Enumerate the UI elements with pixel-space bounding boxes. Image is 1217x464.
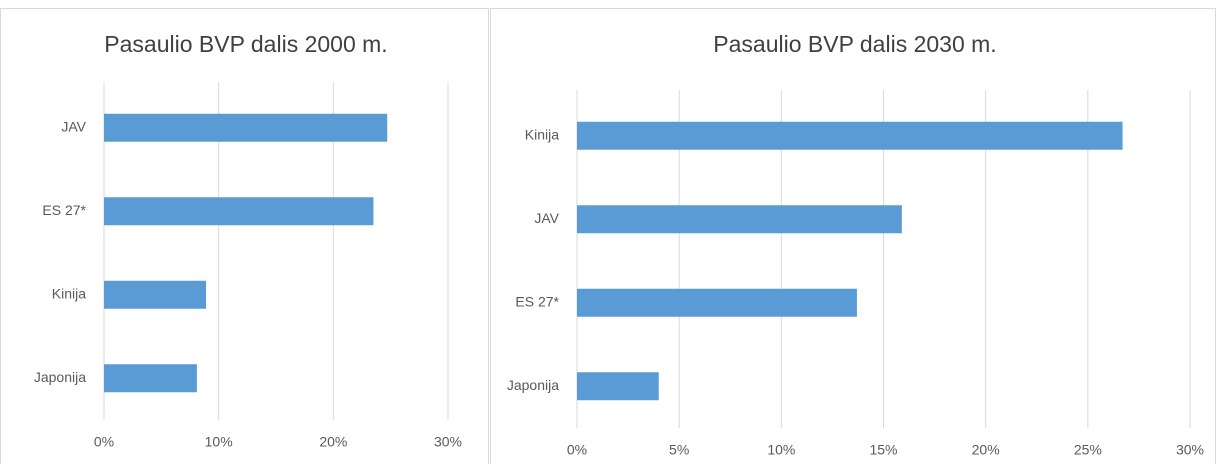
bar xyxy=(577,372,659,401)
category-label: Japonija xyxy=(34,369,86,385)
category-label: JAV xyxy=(534,210,559,226)
category-label: Kinija xyxy=(525,126,559,142)
category-label: Japonija xyxy=(507,377,559,393)
x-tick-label: 30% xyxy=(434,434,462,450)
x-tick-label: 0% xyxy=(94,434,114,450)
x-tick-label: 25% xyxy=(1074,442,1102,458)
x-tick-label: 10% xyxy=(205,434,233,450)
x-tick-label: 0% xyxy=(567,442,587,458)
bar xyxy=(577,288,857,317)
bar xyxy=(577,205,902,234)
x-tick-label: 15% xyxy=(869,442,897,458)
bar xyxy=(104,197,374,226)
category-label: ES 27* xyxy=(515,293,559,309)
panel-left xyxy=(0,8,489,464)
x-tick-label: 10% xyxy=(767,442,795,458)
chart-title: Pasaulio BVP dalis 2000 m. xyxy=(104,31,387,57)
x-tick-label: 20% xyxy=(319,434,347,450)
category-label: Kinija xyxy=(52,285,86,301)
category-label: JAV xyxy=(61,118,86,134)
bar xyxy=(577,121,1123,150)
bar xyxy=(104,364,197,393)
category-label: ES 27* xyxy=(42,202,86,218)
x-tick-label: 30% xyxy=(1176,442,1204,458)
bar xyxy=(104,113,388,142)
x-tick-label: 20% xyxy=(972,442,1000,458)
chart-title: Pasaulio BVP dalis 2030 m. xyxy=(713,31,996,57)
bar xyxy=(104,280,207,309)
x-tick-label: 5% xyxy=(669,442,689,458)
